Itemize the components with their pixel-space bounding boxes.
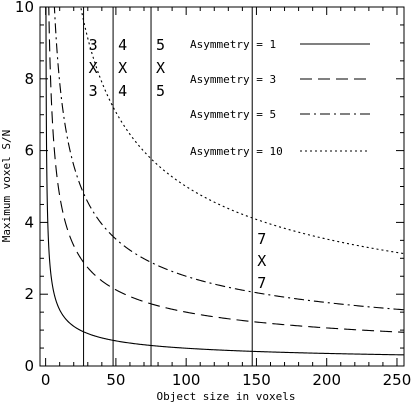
plot-area: 3 X 3 4 X 4 5 X 5 7 X 7 Asymmetry = 1 Asymmetry = 3 As… [15,0,411,389]
y-tick-label: 10 [15,0,34,16]
vertical-line-label-2-1: 4 [118,36,127,54]
x-tick-label: 200 [312,371,341,389]
legend-label-4: Asymmetry = 10 [190,145,283,158]
vertical-line-label-4-1: 7 [257,230,266,248]
vertical-line-label-2-3: 4 [118,82,127,100]
vertical-line-label-3-2: X [156,59,165,77]
y-axis-label: Maximum voxel S/N [0,130,13,243]
labels: Object size in voxels Maximum voxel S/N [0,130,296,403]
vertical-line-label-4-2: X [257,252,266,270]
legend-label-3: Asymmetry = 5 [190,108,276,121]
vertical-line-label-2-2: X [118,59,127,77]
y-tick-label: 0 [24,357,34,375]
y-tick-label: 6 [24,142,34,160]
y-tick-label: 8 [24,70,34,88]
y-tick-label: 2 [24,285,34,303]
y-tick-label: 4 [24,213,34,231]
vertical-line-label-1-2: X [89,59,98,77]
x-tick-label: 50 [106,371,125,389]
series-line-3 [53,7,404,311]
vertical-line-label-1-1: 3 [89,36,98,54]
x-axis-label: Object size in voxels [156,390,295,403]
vertical-line-label-3-1: 5 [156,36,165,54]
curves [45,7,404,356]
series-line-2 [48,7,404,333]
legend-label-2: Asymmetry = 3 [190,73,276,86]
x-tick-label: 150 [242,371,271,389]
vertical-line-label-3-3: 5 [156,82,165,100]
legend-label-1: Asymmetry = 1 [190,38,276,51]
vertical-line-label-1-3: 3 [89,82,98,100]
x-tick-label: 250 [383,371,412,389]
vertical-line-label-4-3: 7 [257,274,266,292]
x-tick-label: 100 [172,371,201,389]
series-line-1 [45,7,404,356]
x-tick-label: 0 [41,371,51,389]
